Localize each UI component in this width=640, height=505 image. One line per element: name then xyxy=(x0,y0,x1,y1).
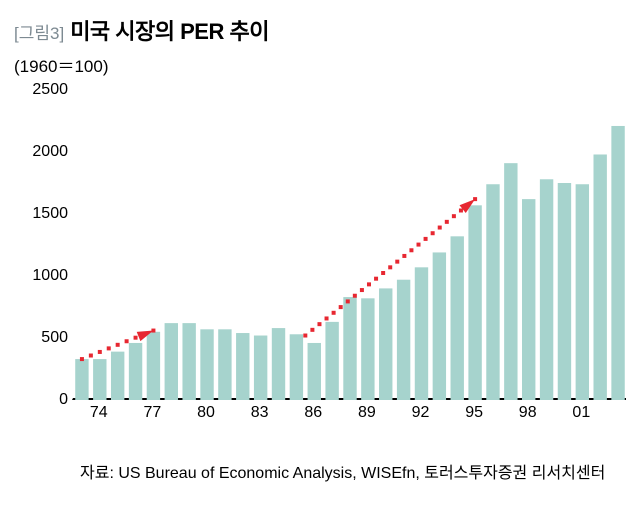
y-tick: 2500 xyxy=(18,81,68,99)
trend-dot xyxy=(310,328,314,332)
bar xyxy=(558,183,571,400)
x-tick: 01 xyxy=(572,404,590,422)
source-text: 자료: US Bureau of Economic Analysis, WISE… xyxy=(80,459,605,483)
bar xyxy=(576,184,589,400)
trend-dot xyxy=(339,305,343,309)
trend-dot xyxy=(346,299,350,303)
trend-dot xyxy=(459,208,463,212)
trend-dot xyxy=(367,282,371,286)
bar xyxy=(272,328,285,400)
bar xyxy=(504,163,517,400)
y-tick: 1000 xyxy=(18,267,68,285)
bar xyxy=(165,323,178,400)
trend-dot xyxy=(89,354,93,358)
bar xyxy=(433,252,446,400)
bar xyxy=(308,343,321,400)
x-tick: 95 xyxy=(465,404,483,422)
bar xyxy=(397,280,410,400)
bar xyxy=(200,329,213,400)
bar xyxy=(93,359,106,400)
bar xyxy=(254,336,267,400)
chart-area: 0 500 1000 1500 2000 2500 74 77 80 83 86 89 92 95 98 01 xyxy=(14,78,626,428)
x-tick: 77 xyxy=(144,404,162,422)
title-row: [그림3] 미국 시장의 PER 추이 xyxy=(14,14,269,46)
trend-dot xyxy=(402,254,406,258)
subtitle: (1960＝100) xyxy=(14,52,109,77)
trend-dot xyxy=(395,260,399,264)
trend-dot xyxy=(381,271,385,275)
trend-dot xyxy=(452,214,456,218)
trend-dot xyxy=(125,339,129,343)
bar xyxy=(379,288,392,400)
trend-dot xyxy=(409,248,413,252)
trend-dot xyxy=(107,346,111,350)
bars-svg xyxy=(73,90,627,400)
trend-dot xyxy=(116,343,120,347)
trend-dot xyxy=(325,316,329,320)
trend-dot xyxy=(431,231,435,235)
trend-dot xyxy=(360,288,364,292)
trend-dot xyxy=(134,336,138,340)
x-tick: 89 xyxy=(358,404,376,422)
x-tick: 86 xyxy=(304,404,322,422)
bar xyxy=(111,352,124,400)
bar xyxy=(325,322,338,400)
x-tick: 80 xyxy=(197,404,215,422)
bar xyxy=(147,332,160,400)
trend-dot xyxy=(80,357,84,361)
trend-dot xyxy=(332,311,336,315)
trend-dot xyxy=(151,329,155,333)
bar xyxy=(75,359,88,400)
trend-dot xyxy=(374,277,378,281)
bar xyxy=(415,267,428,400)
trend-dot xyxy=(445,220,449,224)
bar xyxy=(468,205,481,400)
trend-dot xyxy=(353,294,357,298)
plot-region xyxy=(72,90,626,400)
bar xyxy=(522,199,535,400)
x-tick: 98 xyxy=(519,404,537,422)
x-tick: 83 xyxy=(251,404,269,422)
trend-dot xyxy=(417,243,421,247)
bar xyxy=(361,298,374,400)
y-tick: 0 xyxy=(18,391,68,409)
trend-dot xyxy=(98,350,102,354)
bar xyxy=(451,236,464,400)
y-tick: 500 xyxy=(18,329,68,347)
bar xyxy=(486,184,499,400)
x-tick: 74 xyxy=(90,404,108,422)
bar xyxy=(611,126,624,400)
bar xyxy=(290,334,303,400)
y-tick: 2000 xyxy=(18,143,68,161)
bar xyxy=(218,329,231,400)
bar xyxy=(593,154,606,400)
x-tick: 92 xyxy=(412,404,430,422)
trend-dot xyxy=(438,226,442,230)
bar xyxy=(129,343,142,400)
bar xyxy=(540,179,553,400)
bar xyxy=(343,297,356,400)
trend-dot xyxy=(424,237,428,241)
figure-label: [그림3] xyxy=(14,19,64,44)
trend-dot xyxy=(303,334,307,338)
bar xyxy=(236,333,249,400)
y-tick: 1500 xyxy=(18,205,68,223)
figure-title: 미국 시장의 PER 추이 xyxy=(70,14,269,46)
trend-dot xyxy=(388,265,392,269)
bar xyxy=(182,323,195,400)
trend-dot xyxy=(317,322,321,326)
